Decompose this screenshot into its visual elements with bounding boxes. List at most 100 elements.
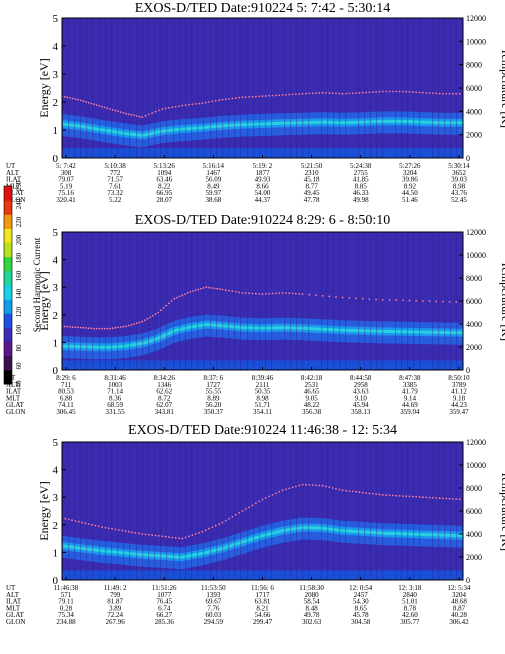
orbit-row-label: GLON [6,196,25,204]
temperature-point [188,103,190,106]
orbit-cell: 5:24:38 [350,162,372,170]
striation [80,232,82,370]
temperature-point [301,293,304,295]
striation [345,18,347,158]
temperature-point [301,483,304,486]
striation [105,232,107,370]
temperature-point [238,512,241,514]
striation [271,18,273,158]
temperature-point [176,296,178,299]
temperature-point [375,91,377,93]
y-tick-label: 1 [53,125,59,137]
temperature-point [82,326,85,329]
temperature-point [64,517,67,520]
temperature-point [261,95,264,98]
temperature-point [164,107,167,110]
orbit-cell: 49.78 [304,611,320,619]
orbit-cell: 350.37 [204,408,224,416]
temperature-point [371,91,374,93]
striation [364,442,366,580]
temperature-point [205,286,208,289]
orbit-cell: 8.77 [306,182,319,190]
spectrogram-panel-3: EXOS-D/TED Date:910224 11:46:38 - 12: 5:… [6,423,505,626]
orbit-cell: 46.33 [353,189,369,197]
temperature-point [198,102,200,105]
striation [395,232,397,370]
intensity-band-peak [62,525,463,559]
striation [327,442,329,580]
temperature-point [271,494,274,496]
temperature-point [202,287,205,289]
temperature-point [216,287,219,290]
striation [160,442,162,580]
orbit-cell: 60.03 [206,611,222,619]
striation [364,232,366,370]
temperature-point [432,496,434,499]
orbit-cell: 5: 7:42 [56,162,76,170]
temperature-point [111,108,114,111]
temperature-point [385,494,387,496]
temperature-point [371,492,374,495]
temperature-point [348,490,351,492]
temperature-point [368,298,371,300]
y-tick-label: 5 [53,227,59,239]
temperature-point [71,326,74,328]
orbit-cell: 12: 0:54 [349,584,373,592]
temperature-point [71,519,73,522]
colorbar-swatch [4,270,12,286]
orbit-cell: 44.37 [255,196,271,204]
orbit-cell: 79.07 [58,176,74,184]
temperature-point [442,300,444,303]
orbit-cell: 42.60 [402,611,418,619]
striation [407,442,409,580]
striation [129,442,131,580]
striation [333,18,335,158]
striation [210,442,212,580]
y-tick-label: 3 [53,69,59,81]
temperature-point [81,521,83,524]
orbit-cell: 331.55 [106,408,126,416]
temperature-point [221,98,224,101]
striation [345,232,347,370]
orbit-cell: 1727 [206,381,221,389]
orbit-cell: 45.94 [353,401,369,409]
temperature-point [385,90,387,93]
striation [173,442,175,580]
temperature-point [138,115,141,118]
temperature-point [358,92,361,94]
temperature-point [101,105,103,108]
temperature-point [210,287,213,289]
temperature-point [348,92,351,95]
striation [80,18,82,158]
y2-tick-label: 6000 [466,84,482,93]
orbit-cell: 5:13:26 [154,162,176,170]
orbit-row-label: GLON [6,408,25,416]
striation [74,18,76,158]
temperature-point [251,292,254,295]
temperature-point [405,495,408,498]
temperature-point [452,92,454,95]
striation [179,442,181,580]
temperature-point [130,323,133,326]
colorbar-label: Second Harmonic Current [32,237,42,332]
temperature-point [136,115,138,117]
orbit-cell: 44.50 [402,189,418,197]
striation [407,18,409,158]
temperature-point [435,300,438,303]
striation [92,442,94,580]
striation [376,232,378,370]
temperature-point [162,307,165,309]
temperature-point [275,94,277,97]
striation [136,232,138,370]
orbit-table: UTALTILATMLTGLATGLON8:29: 671180.536.887… [6,367,470,416]
temperature-point [67,518,70,521]
temperature-point [455,498,458,500]
temperature-point [268,292,271,295]
temperature-point [455,92,458,95]
colorbar-swatch [4,313,12,328]
orbit-cell: 8.85 [355,182,368,190]
striation [407,232,409,370]
striation [154,232,156,370]
striation [284,232,286,370]
orbit-cell: 48.68 [451,598,467,606]
